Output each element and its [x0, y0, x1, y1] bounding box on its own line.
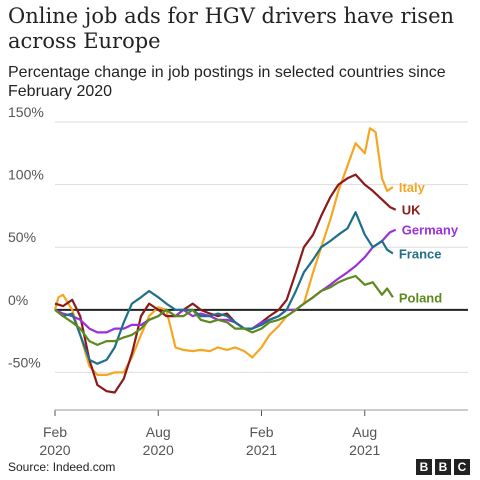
series-line-poland — [54, 274, 394, 346]
y-tick-label: -50% — [8, 354, 41, 370]
source-note: Source: Indeed.com — [8, 460, 116, 474]
x-tick-label: 2021 — [349, 442, 380, 458]
y-tick-label: 150% — [8, 104, 44, 120]
chart-title: Online job ads for HGV drivers have rise… — [8, 4, 455, 53]
series-label-poland: Poland — [399, 290, 442, 305]
series-label-italy: Italy — [399, 180, 426, 195]
x-tick-label: Aug — [352, 424, 377, 440]
series-label-france: France — [399, 246, 442, 261]
bbc-logo-letter: C — [454, 459, 470, 475]
bbc-logo-letter: B — [416, 459, 432, 475]
chart-subtitle: Percentage change in job postings in sel… — [8, 64, 446, 100]
y-tick-label: 100% — [8, 167, 44, 183]
series-line-italy — [53, 127, 394, 376]
series-label-uk: UK — [402, 203, 421, 218]
x-tick-label: Feb — [249, 424, 273, 440]
bbc-logo-letter: B — [435, 459, 451, 475]
x-tick-label: 2020 — [39, 442, 70, 458]
y-tick-label: 50% — [8, 229, 36, 245]
x-tick-label: 2021 — [246, 442, 277, 458]
x-tick-label: 2020 — [143, 442, 174, 458]
series-label-germany: Germany — [402, 223, 459, 238]
x-tick-label: Feb — [43, 424, 67, 440]
series-line-uk — [54, 173, 397, 394]
series-line-france — [54, 211, 394, 365]
x-tick-label: Aug — [146, 424, 171, 440]
bbc-logo: B B C — [416, 459, 470, 475]
series-line-germany — [54, 228, 397, 334]
y-tick-label: 0% — [8, 292, 28, 308]
